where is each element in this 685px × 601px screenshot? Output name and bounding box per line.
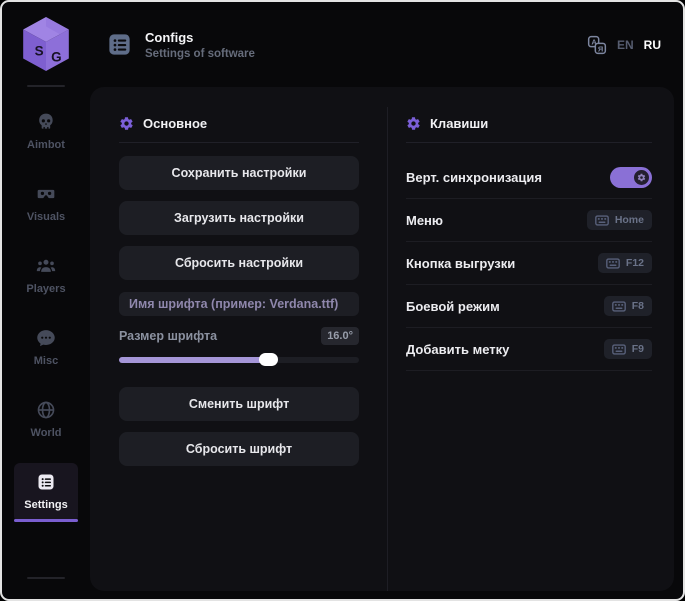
sidebar-item-label: Visuals xyxy=(26,211,66,223)
sidebar-item-label: Misc xyxy=(33,355,59,367)
keyboard-icon xyxy=(611,343,626,355)
globe-icon xyxy=(36,400,56,420)
vsync-toggle[interactable] xyxy=(610,166,652,188)
keys-section: Клавиши Верт. синхронизация Меню Home xyxy=(388,107,674,591)
gear-icon xyxy=(119,116,134,131)
keybind-value: F9 xyxy=(631,343,644,355)
row-label: Кнопка выгрузки xyxy=(406,255,516,271)
font-size-row: Размер шрифта 16.0° xyxy=(119,327,359,345)
unload-keybind-button[interactable]: F12 xyxy=(597,253,652,273)
skull-icon xyxy=(36,112,56,132)
keybind-value: F12 xyxy=(625,257,644,269)
page-title: Configs xyxy=(145,29,194,45)
keybind-value: Home xyxy=(614,214,644,226)
keybind-value: F8 xyxy=(631,300,644,312)
unload-key-row: Кнопка выгрузки F12 xyxy=(406,242,652,285)
svg-text:A: A xyxy=(591,37,597,46)
sidebar-item-visuals[interactable]: Visuals xyxy=(14,175,78,234)
slider-fill xyxy=(119,356,268,363)
players-icon xyxy=(36,256,56,276)
load-settings-button[interactable]: Загрузить настройки xyxy=(119,201,359,235)
font-name-input[interactable] xyxy=(119,292,359,316)
change-font-button[interactable]: Сменить шрифт xyxy=(119,387,359,421)
keyboard-icon xyxy=(594,214,609,226)
row-label: Верт. синхронизация xyxy=(406,169,542,185)
keyboard-icon xyxy=(611,300,626,312)
vsync-row: Верт. синхронизация xyxy=(406,156,652,199)
add-mark-keybind-button[interactable]: F9 xyxy=(603,339,652,359)
main-panel: Основное Сохранить настройки Загрузить н… xyxy=(90,87,674,591)
chat-icon xyxy=(36,328,56,348)
page-subtitle: Settings of software xyxy=(145,47,255,60)
font-size-slider[interactable] xyxy=(119,353,359,366)
font-size-value-badge: 16.0° xyxy=(321,327,359,345)
section-divider xyxy=(406,142,652,143)
vr-goggles-icon xyxy=(36,184,56,204)
reset-settings-button[interactable]: Сбросить настройки xyxy=(119,246,359,280)
panel-divider xyxy=(387,107,388,591)
keyboard-icon xyxy=(606,257,620,269)
section-title: Клавиши xyxy=(430,116,489,131)
svg-text:Я: Я xyxy=(598,44,603,53)
app-logo-cube-icon: S G xyxy=(20,15,72,73)
configs-icon xyxy=(106,31,133,58)
sidebar-item-world[interactable]: World xyxy=(14,391,78,450)
header-titles: Configs Settings of software xyxy=(145,30,255,60)
lang-en-button[interactable]: EN xyxy=(616,37,634,52)
general-section: Основное Сохранить настройки Загрузить н… xyxy=(90,107,387,591)
section-title: Основное xyxy=(143,116,208,131)
sidebar-divider xyxy=(27,85,65,87)
sidebar-item-aimbot[interactable]: Aimbot xyxy=(14,103,78,162)
font-size-label: Размер шрифта xyxy=(119,329,218,343)
sidebar-item-label: World xyxy=(30,427,62,439)
add-mark-key-row: Добавить метку F9 xyxy=(406,328,652,371)
row-label: Добавить метку xyxy=(406,341,510,357)
toggle-knob xyxy=(634,169,649,185)
sidebar-item-label: Aimbot xyxy=(27,139,65,151)
gear-icon xyxy=(406,116,421,131)
sidebar-item-label: Settings xyxy=(24,499,68,511)
row-label: Меню xyxy=(406,212,444,228)
general-section-header: Основное xyxy=(119,116,359,131)
sidebar-item-label: Players xyxy=(26,283,66,295)
menu-key-row: Меню Home xyxy=(406,199,652,242)
reset-font-button[interactable]: Сбросить шрифт xyxy=(119,432,359,466)
sidebar-item-players[interactable]: Players xyxy=(14,247,78,306)
translate-icon: A Я xyxy=(587,35,607,55)
sidebar-divider xyxy=(27,577,65,579)
sidebar-item-misc[interactable]: Misc xyxy=(14,319,78,378)
combat-mode-key-row: Боевой режим F8 xyxy=(406,285,652,328)
save-settings-button[interactable]: Сохранить настройки xyxy=(119,156,359,190)
sidebar-nav: Aimbot Visuals Players Misc xyxy=(14,103,78,522)
slider-knob[interactable] xyxy=(258,353,278,366)
section-divider xyxy=(119,142,359,143)
list-icon xyxy=(36,472,56,492)
page-header: Configs Settings of software A Я EN RU xyxy=(90,2,683,87)
language-switcher: A Я EN RU xyxy=(587,35,661,55)
svg-text:G: G xyxy=(51,50,61,65)
row-label: Боевой режим xyxy=(406,298,500,314)
lang-ru-button[interactable]: RU xyxy=(643,37,661,52)
sidebar-item-settings[interactable]: Settings xyxy=(14,463,78,522)
keys-section-header: Клавиши xyxy=(406,116,652,131)
svg-text:S: S xyxy=(35,43,44,58)
menu-keybind-button[interactable]: Home xyxy=(586,210,652,230)
combat-mode-keybind-button[interactable]: F8 xyxy=(603,296,652,316)
sidebar: S G Aimbot Visuals xyxy=(2,2,90,599)
